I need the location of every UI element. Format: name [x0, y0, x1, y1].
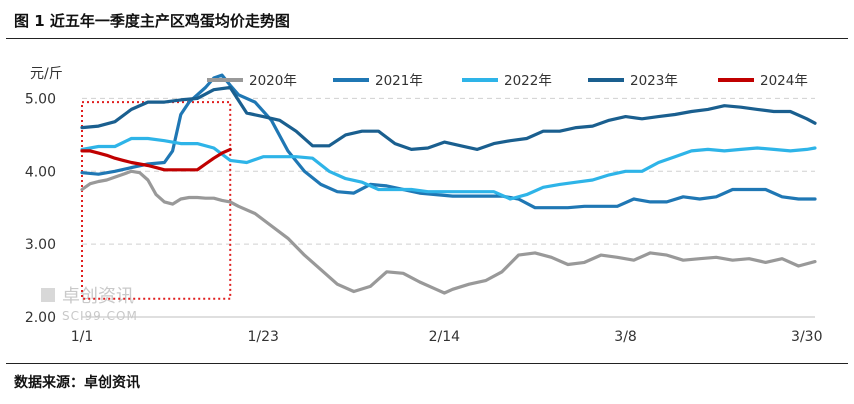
y-tick-label: 3.00 [25, 237, 56, 253]
series-line-2021年 [80, 73, 817, 210]
x-tick-label: 3/8 [614, 329, 637, 345]
source-divider [6, 363, 848, 364]
watermark-text: 卓创资讯 [62, 286, 134, 307]
y-axis-unit-label: 元/斤 [30, 66, 63, 82]
watermark-subtext: SCI99.COM [62, 309, 138, 323]
highlight-box [81, 101, 232, 300]
series-line-2023年 [80, 85, 817, 152]
watermark-logo-icon [41, 288, 55, 302]
x-tick-label: 1/1 [71, 329, 94, 345]
legend-label: 2022年 [504, 73, 552, 89]
chart-title: 图 1 近五年一季度主产区鸡蛋均价走势图 [14, 12, 290, 30]
title-divider [6, 38, 848, 39]
chart-title-bar: 图 1 近五年一季度主产区鸡蛋均价走势图 [0, 0, 854, 38]
series-line-2022年 [80, 136, 817, 201]
legend-label: 2023年 [630, 73, 678, 89]
y-tick-label: 2.00 [25, 310, 56, 326]
line-chart: 元/斤 2.00 3.00 4.00 5.00 1/1 1/23 2/14 3/8 3/30 卓创资… [25, 66, 823, 345]
legend-label: 2024年 [760, 73, 808, 89]
x-tick-label: 1/23 [247, 329, 278, 345]
y-tick-label: 4.00 [25, 164, 56, 180]
legend-label: 2021年 [375, 73, 423, 89]
series-line-2024年 [80, 147, 232, 172]
y-tick-label: 5.00 [25, 91, 56, 107]
series-line-2020年 [80, 169, 817, 295]
legend-label: 2020年 [249, 73, 297, 89]
x-tick-label: 2/14 [429, 329, 461, 345]
x-tick-label: 3/30 [791, 329, 822, 345]
data-source-note: 数据来源：卓创资讯 [14, 375, 140, 391]
